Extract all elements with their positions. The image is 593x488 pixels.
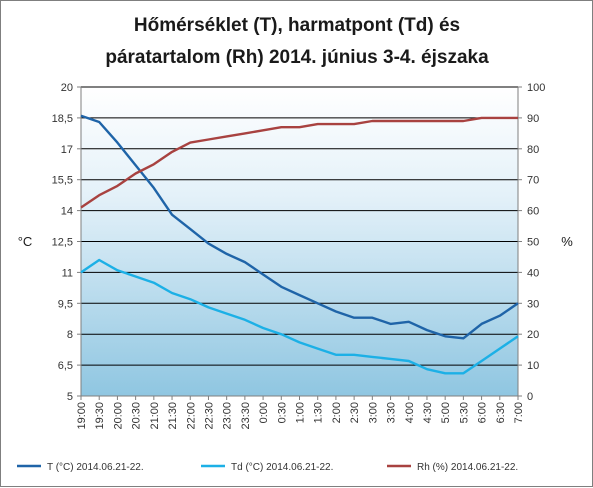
legend: T (°C) 2014.06.21-22. Td (°C) 2014.06.21-…	[17, 462, 518, 473]
x-tick-label: 5:30	[458, 402, 470, 423]
x-tick-label: 0:00	[258, 402, 270, 423]
x-tick-label: 4:00	[404, 402, 416, 423]
right-tick-label: 20	[527, 329, 539, 341]
left-axis-unit: °C	[18, 234, 33, 249]
x-tick-label: 3:00	[367, 402, 379, 423]
x-tick-label: 19:00	[76, 402, 88, 430]
left-tick-label: 12,5	[52, 237, 73, 249]
x-tick-label: 6:30	[495, 402, 507, 423]
x-tick-label: 6:00	[477, 402, 489, 423]
x-tick-label: 4:30	[422, 402, 434, 423]
x-tick-label: 22:00	[185, 402, 197, 430]
dewpoint-line	[80, 258, 519, 375]
legend-label: T (°C) 2014.06.21-22.	[47, 462, 144, 473]
x-tick-label: 1:00	[295, 402, 307, 423]
right-tick-label: 90	[527, 113, 539, 125]
left-tick-label: 9,5	[58, 298, 73, 310]
right-axis-ticks: 0 10 20 30 40 50 60 70 80 90 100	[518, 82, 545, 403]
left-tick-label: 20	[61, 82, 73, 94]
series-lines	[80, 114, 519, 375]
x-tick-label: 23:00	[222, 402, 234, 430]
x-tick-label: 20:00	[112, 402, 124, 430]
grid-lines	[80, 86, 519, 397]
left-tick-label: 14	[61, 206, 73, 218]
right-tick-label: 10	[527, 360, 539, 372]
x-tick-label: 21:00	[149, 402, 161, 430]
left-tick-label: 6,5	[58, 360, 73, 372]
x-tick-label: 21:30	[167, 402, 179, 430]
left-tick-label: 8	[67, 329, 73, 341]
right-tick-label: 40	[527, 267, 539, 279]
x-tick-label: 5:00	[440, 402, 452, 423]
left-tick-label: 17	[61, 144, 73, 156]
right-tick-label: 70	[527, 175, 539, 187]
x-tick-label: 22:30	[203, 402, 215, 430]
right-tick-label: 0	[527, 391, 533, 403]
x-tick-label: 2:00	[331, 402, 343, 423]
chart-title-line-2: páratartalom (Rh) 2014. június 3-4. éjsz…	[105, 47, 489, 68]
left-axis-ticks: 5 6,5 8 9,5 11 12,5 14 15,5 17 18,5 20	[52, 82, 81, 403]
x-tick-label: 1:30	[313, 402, 325, 423]
left-tick-label: 18,5	[52, 113, 73, 125]
right-axis-unit: %	[561, 234, 573, 249]
x-tick-label: 7:00	[513, 402, 525, 423]
left-tick-label: 15,5	[52, 175, 73, 187]
humidity-line	[80, 116, 518, 209]
legend-label: Td (°C) 2014.06.21-22.	[231, 462, 333, 473]
right-tick-label: 30	[527, 298, 539, 310]
right-tick-label: 80	[527, 144, 539, 156]
temperature-line	[80, 114, 519, 340]
right-tick-label: 100	[527, 82, 545, 94]
x-tick-label: 23:30	[240, 402, 252, 430]
left-tick-label: 5	[67, 391, 73, 403]
x-tick-label: 20:30	[131, 402, 143, 430]
x-tick-label: 3:30	[386, 402, 398, 423]
x-tick-label: 19:30	[94, 402, 106, 430]
legend-label: Rh (%) 2014.06.21-22.	[417, 462, 518, 473]
left-tick-label: 11	[62, 267, 73, 279]
x-tick-label: 2:30	[349, 402, 361, 423]
right-tick-label: 60	[527, 206, 539, 218]
x-tick-label: 0:30	[276, 402, 288, 423]
x-axis-ticks: 19:00 19:30 20:00 20:30 21:00 21:30 22:00 22:30…	[76, 396, 525, 430]
chart-title-line-1: Hőmérséklet (T), harmatpont (Td) és	[134, 15, 460, 36]
right-tick-label: 50	[527, 237, 539, 249]
